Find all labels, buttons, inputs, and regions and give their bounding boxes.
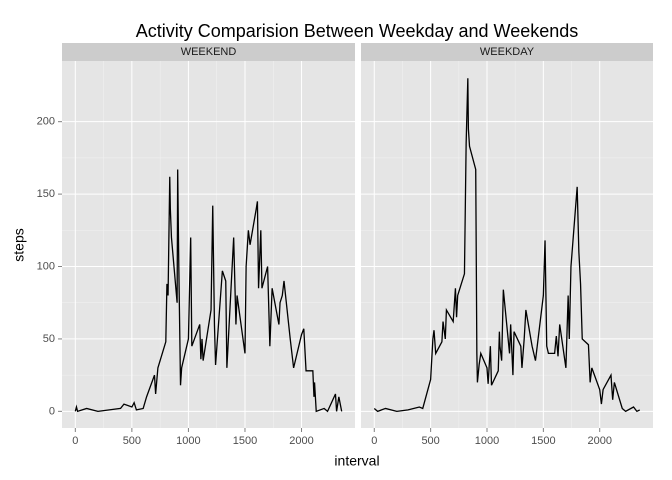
x-tick-label: 1000 — [475, 435, 499, 447]
x-tick-label: 500 — [421, 435, 439, 447]
x-tick-label: 0 — [72, 435, 78, 447]
strip-background — [361, 43, 653, 61]
panel-background — [361, 61, 653, 428]
y-tick-label: 100 — [37, 260, 55, 272]
strip-label: WEEKDAY — [480, 46, 535, 58]
x-tick-label: 1500 — [531, 435, 555, 447]
y-tick-label: 200 — [37, 116, 55, 128]
data-line — [373, 78, 641, 413]
strip-label: WEEKEND — [181, 46, 237, 58]
x-tick-label: 0 — [371, 435, 377, 447]
x-tick-label: 1000 — [176, 435, 200, 447]
x-tick-label: 2000 — [587, 435, 611, 447]
strip-background — [62, 43, 355, 61]
x-tick-label: 500 — [123, 435, 141, 447]
y-axis-label: steps — [11, 228, 27, 261]
data-line — [74, 169, 343, 413]
chart-title: Activity Comparision Between Weekday and… — [136, 21, 579, 41]
x-tick-label: 1500 — [233, 435, 257, 447]
x-tick-label: 2000 — [289, 435, 313, 447]
y-tick-label: 150 — [37, 188, 55, 200]
panel-background — [62, 61, 355, 428]
x-axis-label: interval — [334, 453, 379, 469]
y-tick-label: 50 — [43, 333, 55, 345]
y-tick-label: 0 — [49, 405, 55, 417]
